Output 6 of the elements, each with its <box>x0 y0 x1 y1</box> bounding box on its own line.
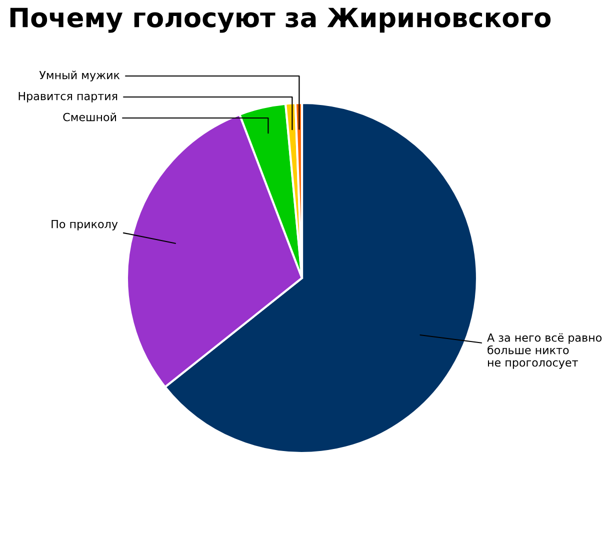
chart-title: Почему голосуют за Жириновского <box>10 8 551 33</box>
slice-label: Нравится партия <box>18 92 118 102</box>
slice-label: По приколу <box>52 220 118 230</box>
slice-label: Умный мужик <box>39 70 120 82</box>
slice-label: Смешной <box>63 112 116 122</box>
slice-label: А за него всё равно больше никто не проголосует <box>487 333 602 369</box>
